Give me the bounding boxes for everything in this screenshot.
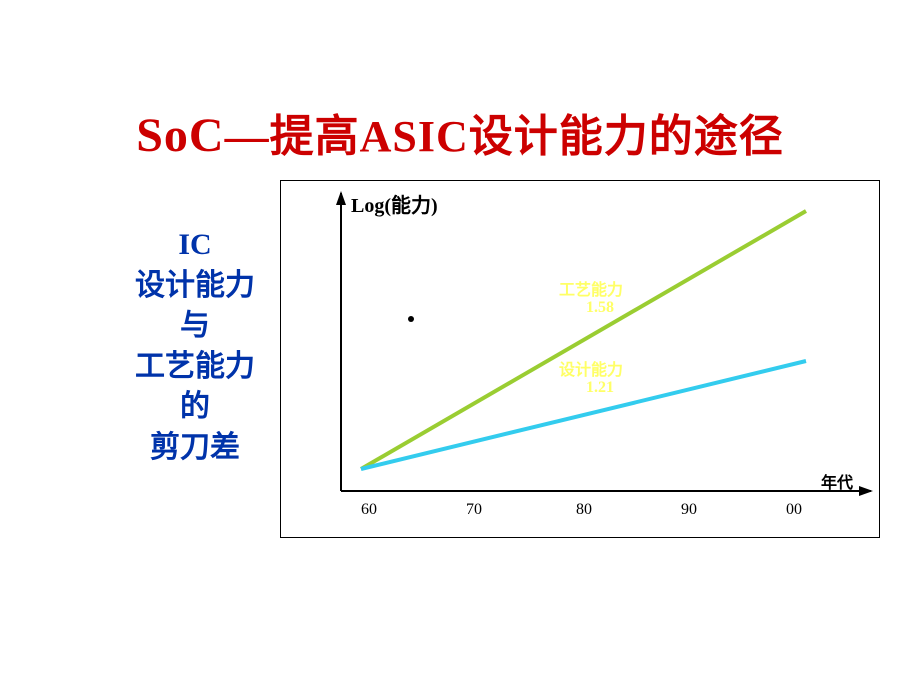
process-line-value: 1.58 [586,299,614,317]
side-text: IC 设计能力 与 工艺能力 的 剪刀差 [95,225,295,468]
x-tick-1: 70 [466,501,482,519]
slide-title: SoC—提高ASIC设计能力的途径 [0,100,920,164]
y-axis-label: Log(能力) [351,189,438,218]
side-line-2: 设计能力 [95,266,295,307]
side-line-3: 与 [95,306,295,347]
design-line-label: 设计能力 [559,356,623,380]
side-line-5: 的 [95,387,295,428]
title-dash: — [225,112,270,161]
x-axis-label: 年代 [821,469,853,493]
x-tick-3: 90 [681,501,697,519]
x-tick-2: 80 [576,501,592,519]
title-rest: 提高ASIC设计能力的途径 [270,112,784,161]
side-line-1: IC [95,225,295,266]
side-line-4: 工艺能力 [95,347,295,388]
side-line-6: 剪刀差 [95,428,295,469]
design-line-value: 1.21 [586,379,614,397]
process-line-label: 工艺能力 [559,276,623,300]
chart-container: Log(能力) 年代 60 70 80 90 00 工艺能力 1.58 设计能力… [280,180,880,538]
x-tick-4: 00 [786,501,802,519]
x-tick-0: 60 [361,501,377,519]
dot-marker [408,316,414,322]
title-soc: SoC [136,109,224,162]
